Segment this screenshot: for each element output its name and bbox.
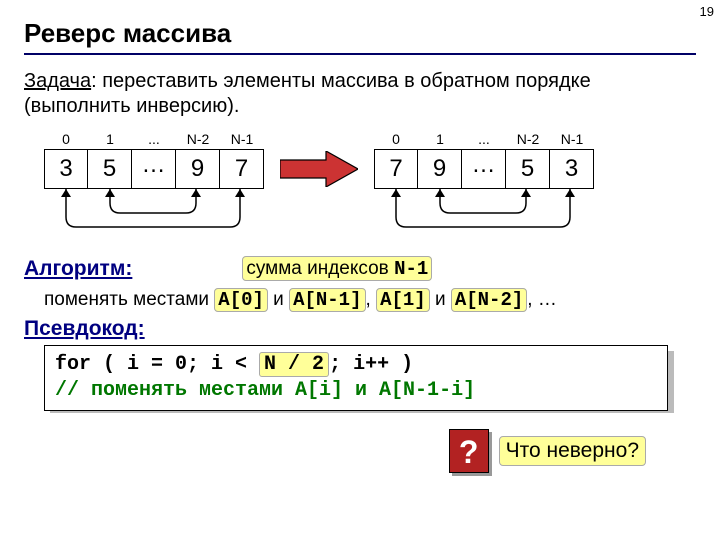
page-number: 19 — [700, 4, 714, 19]
title-rule — [24, 53, 696, 55]
question-row: ? Что неверно? — [24, 429, 696, 473]
idx: 0 — [374, 131, 418, 149]
question-mark-icon: ? — [449, 429, 489, 473]
algorithm-label: Алгоритм: — [24, 257, 132, 281]
arrays-row: 0 1 ... N-2 N-1 3 5 … 9 7 — [44, 131, 696, 251]
idx: 0 — [44, 131, 88, 149]
idx: N-2 — [506, 131, 550, 149]
code-block: for ( i = 0; i < N / 2; i++ ) // поменят… — [44, 345, 674, 413]
cell: … — [132, 149, 176, 189]
idx: 1 — [88, 131, 132, 149]
cell: 3 — [44, 149, 88, 189]
idx: N-2 — [176, 131, 220, 149]
cell: 3 — [550, 149, 594, 189]
pseudocode-label: Псевдокод: — [24, 317, 696, 341]
swap-arcs-left — [44, 189, 264, 239]
array-left: 0 1 ... N-2 N-1 3 5 … 9 7 — [44, 131, 264, 189]
idx: 1 — [418, 131, 462, 149]
cell: … — [462, 149, 506, 189]
idx: N-1 — [220, 131, 264, 149]
cell: 5 — [506, 149, 550, 189]
sum-index-note: сумма индексов N-1 — [242, 258, 432, 280]
idx: ... — [132, 131, 176, 149]
transform-arrow-icon — [280, 151, 358, 187]
question-text: Что неверно? — [499, 436, 646, 466]
array-right: 0 1 ... N-2 N-1 7 9 … 5 3 — [374, 131, 594, 189]
cell: 5 — [88, 149, 132, 189]
task-label: Задача — [24, 70, 91, 92]
idx: ... — [462, 131, 506, 149]
swap-description: поменять местами A[0] и A[N-1], A[1] и A… — [44, 289, 696, 311]
cell: 7 — [374, 149, 418, 189]
task-text: Задача: переставить элементы массива в о… — [24, 69, 696, 119]
cell: 7 — [220, 149, 264, 189]
swap-arcs-right — [374, 189, 594, 239]
idx: N-1 — [550, 131, 594, 149]
page-title: Реверс массива — [24, 18, 696, 49]
cell: 9 — [176, 149, 220, 189]
cell: 9 — [418, 149, 462, 189]
